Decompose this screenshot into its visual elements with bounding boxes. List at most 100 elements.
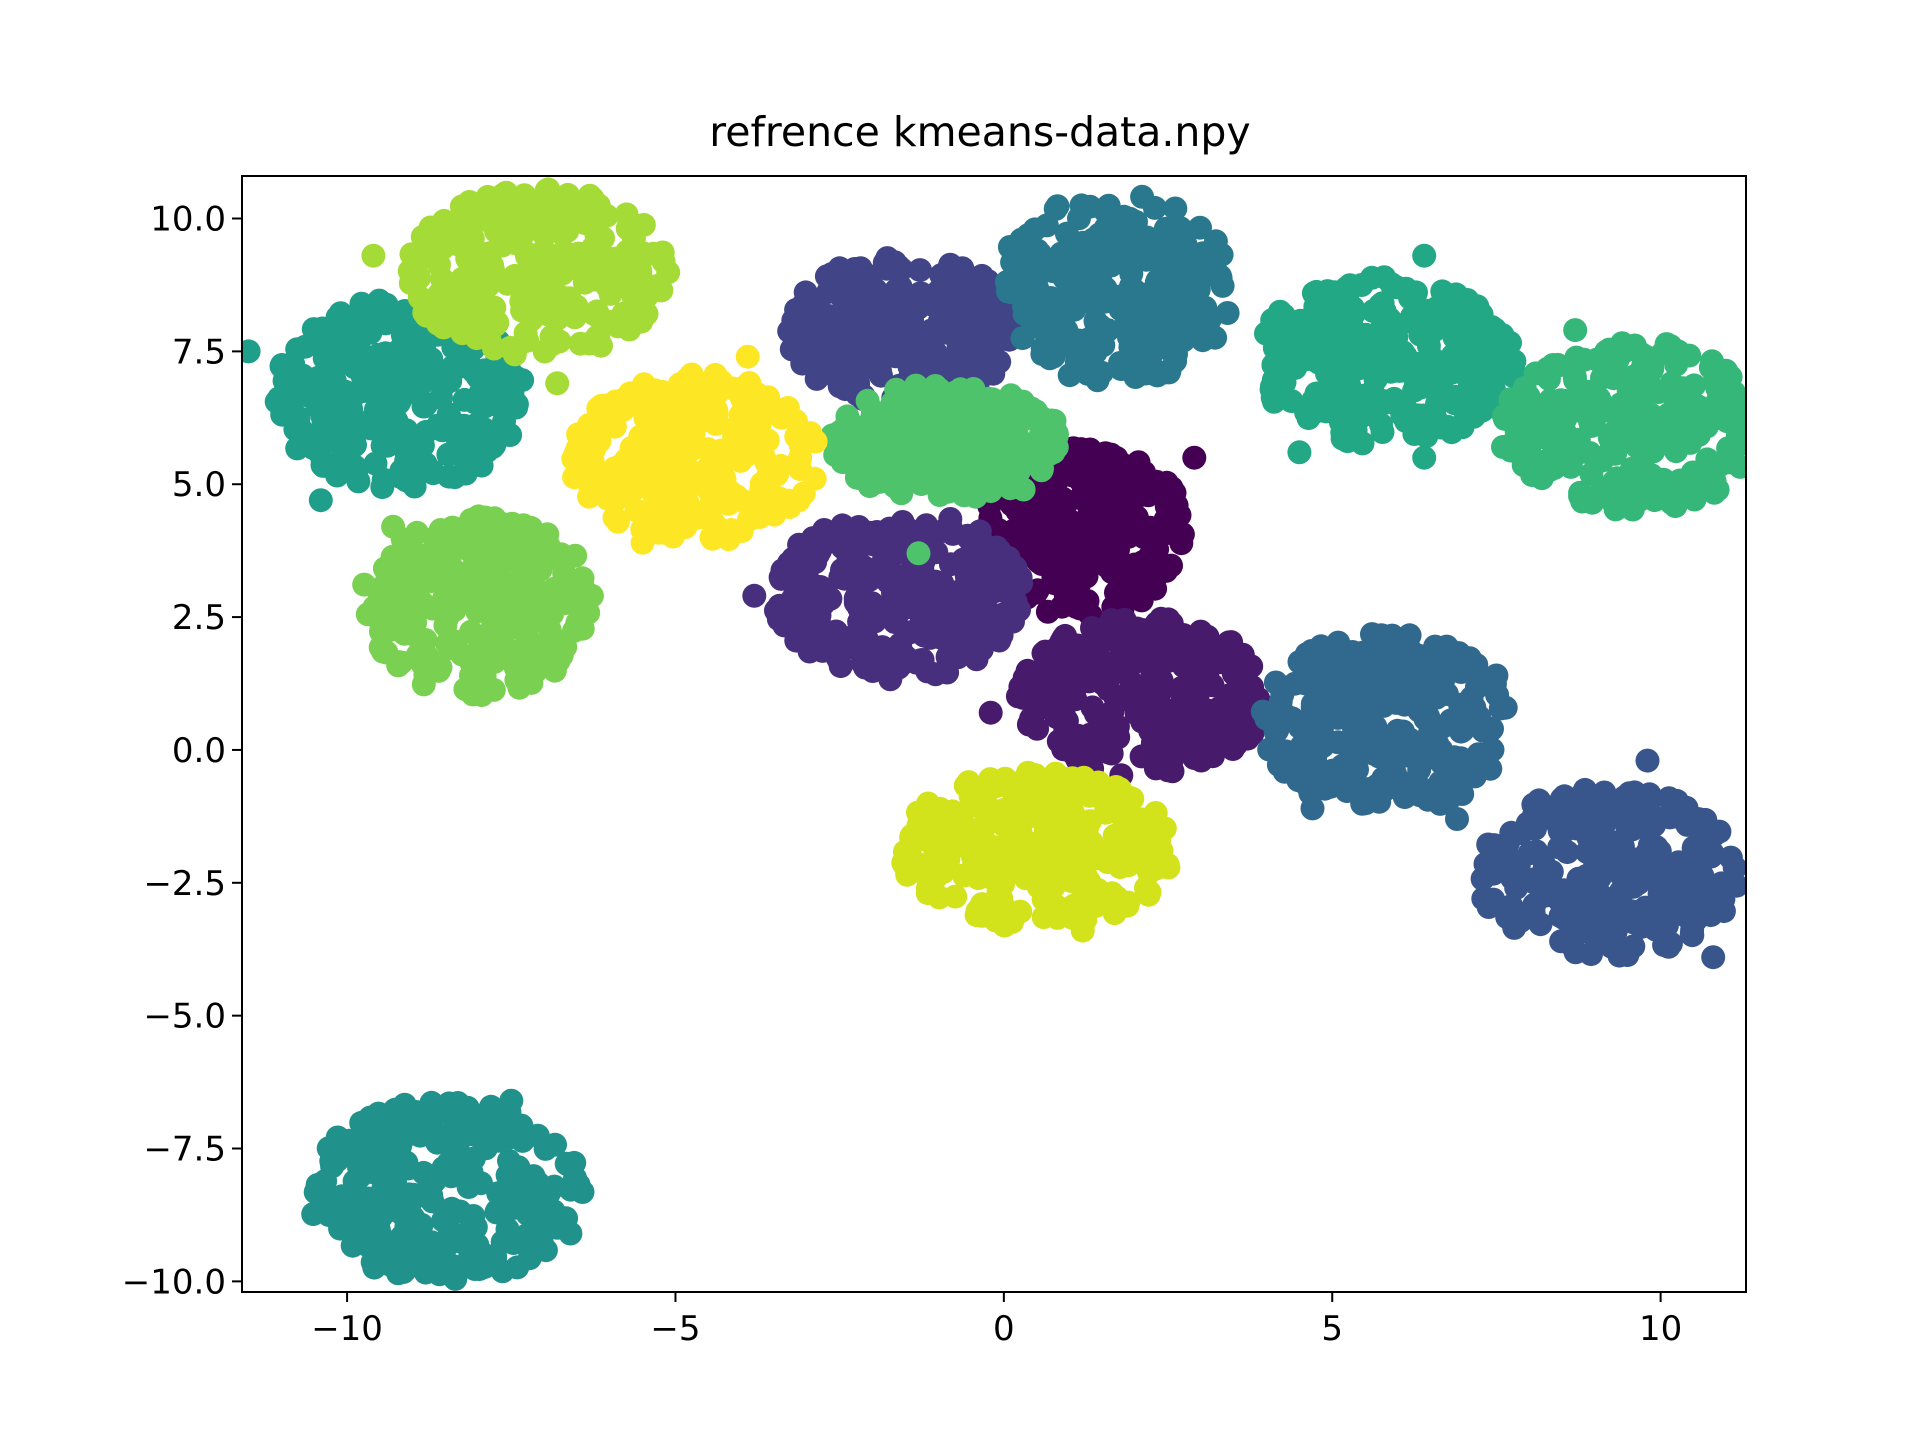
data-point	[1338, 378, 1363, 402]
cluster-1	[1005, 606, 1275, 788]
data-point	[906, 813, 931, 838]
data-point	[453, 461, 478, 486]
data-point	[475, 269, 500, 294]
outlier-point	[308, 488, 333, 513]
data-point	[1330, 691, 1355, 716]
data-point	[897, 402, 922, 427]
data-point	[1549, 886, 1574, 911]
data-point	[283, 417, 308, 442]
data-point	[310, 418, 335, 443]
data-point	[1668, 397, 1693, 421]
data-point	[1639, 463, 1664, 488]
data-point	[1282, 332, 1307, 357]
data-point	[1017, 846, 1042, 871]
data-point	[358, 1105, 383, 1130]
data-point	[460, 682, 485, 707]
cluster-3	[777, 246, 1033, 416]
data-point	[1005, 499, 1030, 523]
data-point	[1305, 723, 1330, 748]
data-point	[993, 325, 1017, 350]
data-point	[1575, 821, 1600, 846]
data-point	[634, 284, 659, 309]
data-point	[533, 1136, 558, 1161]
data-point	[566, 422, 591, 447]
data-point	[1579, 462, 1604, 487]
data-point	[905, 296, 930, 321]
data-point	[498, 216, 523, 241]
data-point	[482, 649, 507, 674]
data-point	[1089, 457, 1114, 482]
x-axis: −10 −5 0 5 10	[311, 1292, 1682, 1349]
data-point	[1353, 783, 1378, 808]
data-point	[426, 216, 451, 240]
data-point	[909, 449, 934, 474]
data-point	[1104, 205, 1129, 230]
data-point	[1220, 737, 1245, 761]
data-point	[586, 193, 611, 218]
data-point	[819, 262, 844, 286]
data-point	[461, 1146, 486, 1171]
data-point	[1470, 398, 1495, 423]
data-point	[908, 258, 932, 283]
y-tick-label: 0.0	[172, 731, 226, 771]
data-point	[1359, 343, 1384, 368]
data-point	[1523, 867, 1548, 891]
data-point	[1568, 891, 1593, 915]
y-tick-label: 5.0	[172, 465, 226, 505]
data-point	[1046, 246, 1071, 271]
data-point	[722, 428, 746, 453]
data-point	[1545, 353, 1570, 378]
data-point	[1657, 872, 1682, 897]
data-point	[630, 456, 655, 481]
data-point	[847, 415, 872, 440]
data-point	[1527, 788, 1551, 813]
data-point	[1085, 368, 1110, 393]
data-point	[517, 1246, 542, 1271]
data-point	[1523, 361, 1548, 386]
data-point	[1609, 863, 1634, 888]
data-point	[1570, 782, 1595, 807]
data-point	[1117, 325, 1141, 350]
data-point	[700, 526, 725, 551]
outlier-point	[1412, 445, 1437, 470]
data-point	[782, 590, 807, 615]
data-point	[853, 280, 878, 305]
data-point	[1131, 345, 1156, 370]
data-point	[1224, 696, 1249, 721]
data-point	[845, 363, 870, 387]
data-point	[920, 870, 945, 895]
cluster-4	[1470, 777, 1746, 968]
data-point	[577, 484, 602, 509]
data-point	[1413, 778, 1438, 803]
data-point	[1045, 636, 1070, 661]
data-point	[1199, 261, 1224, 286]
data-point	[345, 321, 370, 346]
data-point	[1546, 802, 1571, 827]
data-point	[472, 1255, 497, 1280]
data-point	[329, 343, 354, 368]
data-point	[1163, 196, 1188, 221]
data-point	[500, 511, 525, 536]
data-point	[1635, 840, 1660, 865]
data-point	[617, 477, 642, 502]
data-point	[1424, 685, 1449, 710]
data-point	[407, 265, 432, 290]
data-point	[466, 504, 491, 529]
data-point	[587, 226, 612, 251]
data-point	[1431, 769, 1456, 794]
data-point	[1156, 649, 1180, 674]
data-point	[1080, 616, 1104, 640]
data-point	[404, 355, 429, 380]
data-point	[1526, 425, 1550, 450]
data-point	[1080, 695, 1105, 720]
data-point	[377, 1125, 402, 1150]
data-point	[1707, 882, 1731, 907]
data-point	[1012, 302, 1037, 326]
x-tick-label: −10	[311, 1309, 383, 1349]
data-point	[1613, 401, 1638, 426]
data-point	[1086, 280, 1111, 305]
data-point	[476, 538, 501, 563]
data-point	[851, 571, 876, 596]
x-tick-label: 5	[1321, 1309, 1343, 1349]
